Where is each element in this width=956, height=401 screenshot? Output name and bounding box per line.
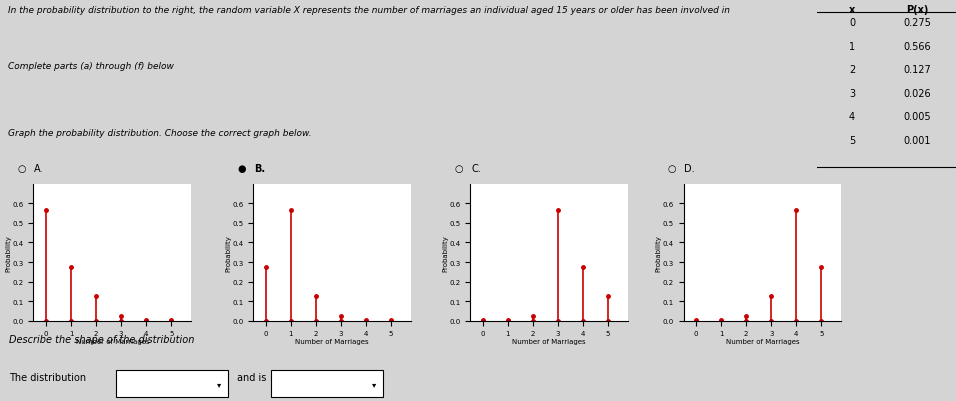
Y-axis label: Probability: Probability [225,234,231,271]
Text: ▾: ▾ [372,379,376,388]
Text: ●: ● [238,164,246,173]
Text: A.: A. [34,164,44,173]
Text: 0.026: 0.026 [903,88,931,98]
X-axis label: Number of Marriages: Number of Marriages [295,338,369,344]
Text: 0.127: 0.127 [903,65,931,75]
FancyBboxPatch shape [272,370,382,397]
Y-axis label: Probability: Probability [442,234,448,271]
Text: 0.001: 0.001 [903,135,931,145]
Text: ○: ○ [455,164,463,173]
Text: D.: D. [684,164,695,173]
X-axis label: Number of Marriages: Number of Marriages [76,338,149,344]
Text: and is: and is [237,372,266,382]
Text: 4: 4 [849,112,855,122]
Text: C.: C. [471,164,481,173]
Y-axis label: Probability: Probability [655,234,662,271]
X-axis label: Number of Marriages: Number of Marriages [512,338,586,344]
Text: B.: B. [254,164,266,173]
Text: 3: 3 [849,88,855,98]
Text: 0: 0 [849,18,855,28]
Text: ▾: ▾ [217,379,221,388]
Text: 0.566: 0.566 [903,41,931,51]
Text: 1: 1 [849,41,855,51]
Y-axis label: Probability: Probability [5,234,11,271]
X-axis label: Number of Marriages: Number of Marriages [726,338,799,344]
Text: x: x [849,5,856,15]
Text: Describe the shape of the distribution: Describe the shape of the distribution [9,334,194,344]
Text: ○: ○ [18,164,26,173]
Text: Complete parts (a) through (f) below: Complete parts (a) through (f) below [9,62,174,71]
Text: 0.275: 0.275 [903,18,931,28]
Text: 0.005: 0.005 [903,112,931,122]
Text: The distribution: The distribution [9,372,86,382]
FancyBboxPatch shape [117,370,228,397]
Text: 2: 2 [849,65,856,75]
Text: P(x): P(x) [906,5,928,15]
Text: 5: 5 [849,135,856,145]
Text: In the probability distribution to the right, the random variable X represents t: In the probability distribution to the r… [9,6,730,14]
Text: Graph the probability distribution. Choose the correct graph below.: Graph the probability distribution. Choo… [9,129,312,138]
Text: ○: ○ [668,164,676,173]
